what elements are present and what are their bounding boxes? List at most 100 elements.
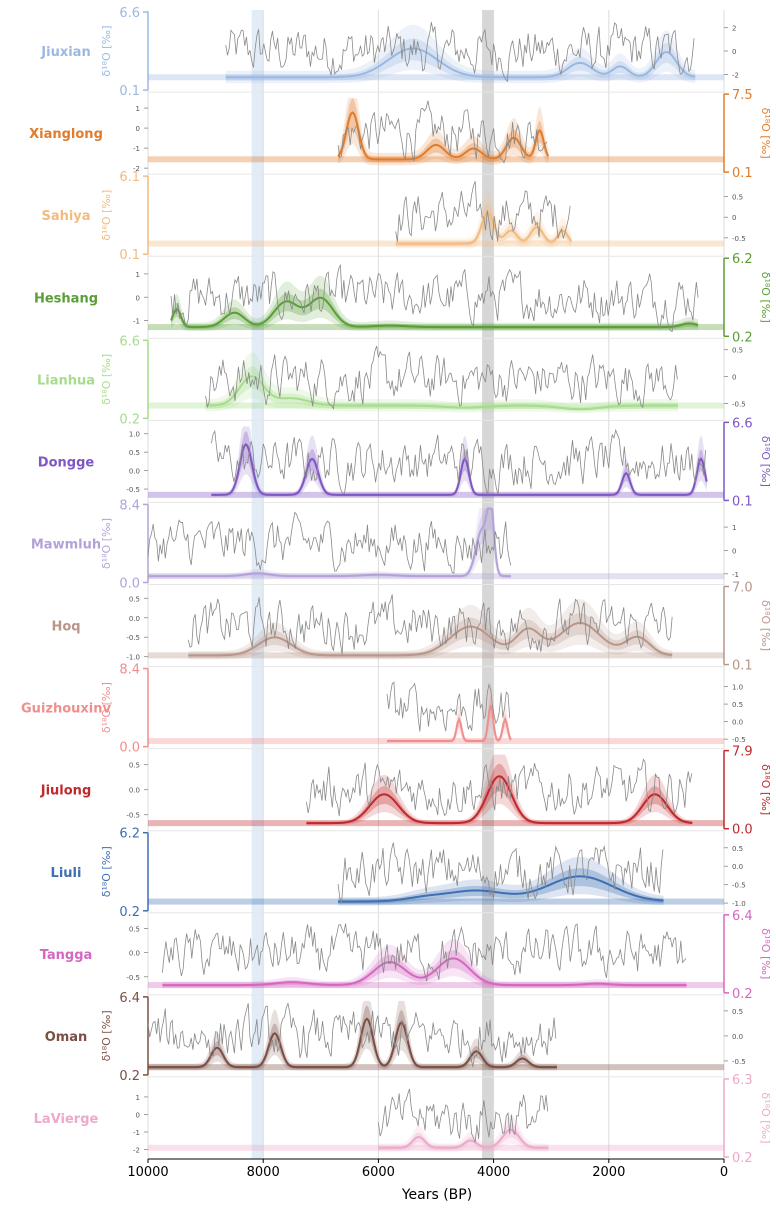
density-outer-band <box>338 856 664 906</box>
record-panel-xianglong: Xianglong 1 0 -1 -2 7.5 0.1 δ¹⁸O [‰] <box>29 88 772 181</box>
gray-tick-label: -0.5 <box>732 235 746 243</box>
color-axis-title: δ¹⁸O [‰] <box>759 108 772 159</box>
gray-tick-label: -1 <box>133 318 140 326</box>
density-median-line <box>148 1017 557 1069</box>
density-median-line <box>148 507 511 578</box>
gray-tick-label: 0.0 <box>732 1033 743 1041</box>
record-label: Mawmluh <box>31 537 101 552</box>
density-median-line <box>306 775 693 825</box>
color-axis-label: 0.1 <box>119 248 140 263</box>
density-inner-band <box>205 366 678 412</box>
color-axis-title: δ¹⁸O [‰] <box>100 190 113 241</box>
gray-tick-label: 0.5 <box>732 845 743 853</box>
density-inner-band <box>306 763 693 825</box>
record-panel-heshang: Heshang 1 0 -1 6.2 0.2 δ¹⁸O [‰] <box>34 252 772 345</box>
color-axis-label: 0.2 <box>119 412 140 427</box>
record-panel-lianhua: Lianhua 0.5 0 -0.5 6.6 0.2 δ¹⁸O [‰] <box>37 334 746 427</box>
color-axis-label: 7.5 <box>732 88 753 103</box>
record-panel-dongge: Dongge 1.0 0.5 0.0 -0.5 6.6 0.1 δ¹⁸O [‰] <box>38 416 772 509</box>
color-axis-title: δ¹⁸O [‰] <box>100 354 113 405</box>
color-axis-label: 0.2 <box>732 987 753 1002</box>
gray-tick-label: -0.5 <box>126 812 140 820</box>
density-median-line <box>205 375 678 411</box>
gray-tick-label: 0.0 <box>129 950 140 958</box>
gray-tick-label: -2 <box>133 1146 140 1154</box>
gray-tick-label: 0.0 <box>732 863 743 871</box>
gray-tick-label: 0.0 <box>129 468 140 476</box>
density-median-line <box>211 442 708 496</box>
color-axis-title: δ¹⁸O [‰] <box>759 436 772 487</box>
record-label: Liuli <box>51 866 82 881</box>
gray-tick-label: 0 <box>732 374 736 382</box>
gray-tick-label: 2 <box>732 25 736 33</box>
gray-tick-label: -1.0 <box>126 654 140 662</box>
record-panel-tangga: Tangga 0.5 0.0 -0.5 6.4 0.2 δ¹⁸O [‰] <box>40 909 772 1002</box>
proxy-gray-line <box>225 22 695 83</box>
color-axis-label: 6.4 <box>119 991 140 1006</box>
color-axis-label: 0.2 <box>119 905 140 920</box>
gray-tick-label: 0.0 <box>732 719 743 727</box>
color-axis-label: 6.6 <box>119 334 140 349</box>
record-panel-sahiya: Sahiya 0.5 0 -0.5 6.1 0.1 δ¹⁸O [‰] <box>41 170 745 263</box>
color-axis-label: 0.2 <box>732 1151 753 1166</box>
color-axis-label: 6.3 <box>732 1073 753 1088</box>
gray-tick-label: 0.5 <box>732 701 743 709</box>
density-outer-band <box>306 754 693 826</box>
record-panel-guizhouxinv: Guizhouxinv 1.0 0.5 0.0 -0.5 8.4 0.0 δ¹⁸O [‰] <box>21 663 746 756</box>
record-label: Jiuxian <box>40 45 90 60</box>
baseline-strip <box>148 156 724 163</box>
record-label: Jiulong <box>40 784 92 799</box>
density-outer-band <box>378 1114 549 1152</box>
gray-tick-label: 1 <box>136 105 140 113</box>
density-outer-band <box>205 352 678 414</box>
gray-tick-label: -1 <box>732 571 739 579</box>
color-axis-label: 6.2 <box>119 827 140 842</box>
gray-tick-label: 0.5 <box>732 194 743 202</box>
gray-tick-label: 0 <box>732 547 736 555</box>
color-axis-label: 6.4 <box>732 909 753 924</box>
gray-tick-label: 0 <box>136 1111 140 1119</box>
density-median-line <box>395 211 573 245</box>
density-median-line <box>337 111 550 161</box>
gray-tick-label: -1 <box>133 145 140 153</box>
density-outer-band <box>188 599 673 660</box>
color-axis-title: δ¹⁸O [‰] <box>759 1092 772 1143</box>
record-panel-lavierge: LaVierge 1 0 -1 -2 6.3 0.2 δ¹⁸O [‰] <box>34 1073 772 1166</box>
gray-tick-label: 0 <box>136 125 140 133</box>
gray-tick-label: -0.5 <box>126 634 140 642</box>
gray-tick-label: 0 <box>732 214 736 222</box>
proxy-gray-line <box>147 511 512 574</box>
color-axis-label: 6.6 <box>119 6 140 21</box>
baseline-strip <box>148 898 724 905</box>
record-label: Xianglong <box>29 127 103 142</box>
density-median-line <box>162 957 687 987</box>
record-label: Guizhouxinv <box>21 702 111 717</box>
color-axis-title: δ¹⁸O [‰] <box>100 1010 113 1061</box>
density-median-line <box>170 296 699 329</box>
color-axis-label: 6.2 <box>732 252 753 267</box>
color-axis-label: 0.0 <box>732 823 753 838</box>
record-label: Tangga <box>40 948 93 963</box>
proxy-gray-line <box>162 923 687 982</box>
color-axis-label: 0.2 <box>119 1069 140 1084</box>
color-axis-label: 7.9 <box>732 745 753 760</box>
color-axis-title: δ¹⁸O [‰] <box>759 928 772 979</box>
density-outer-band <box>338 98 549 166</box>
gray-tick-label: 0.5 <box>732 1008 743 1016</box>
gray-tick-label: 0 <box>732 48 736 56</box>
gray-tick-label: 1.0 <box>732 684 743 692</box>
gray-tick-label: 0.0 <box>129 787 140 795</box>
record-panel-liuli: Liuli 0.5 0.0 -0.5 -1.0 6.2 0.2 δ¹⁸O [‰] <box>51 827 746 920</box>
gray-tick-label: 0.5 <box>129 925 140 933</box>
gray-tick-label: 1 <box>136 271 140 279</box>
color-axis-title: δ¹⁸O [‰] <box>100 518 113 569</box>
x-axis: Years (BP) 10000 8000 6000 4000 2000 0 <box>127 1158 728 1203</box>
gray-tick-label: 0.5 <box>129 595 140 603</box>
density-outer-band <box>171 275 699 332</box>
color-axis-title: δ¹⁸O [‰] <box>759 600 772 651</box>
record-label: Dongge <box>38 455 95 470</box>
proxy-gray-line <box>210 428 706 495</box>
gray-tick-label: 1 <box>732 524 736 532</box>
gray-tick-label: 0.0 <box>129 615 140 623</box>
record-panel-mawmluh: Mawmluh 1 0 -1 8.4 0.0 δ¹⁸O [‰] <box>31 498 739 591</box>
